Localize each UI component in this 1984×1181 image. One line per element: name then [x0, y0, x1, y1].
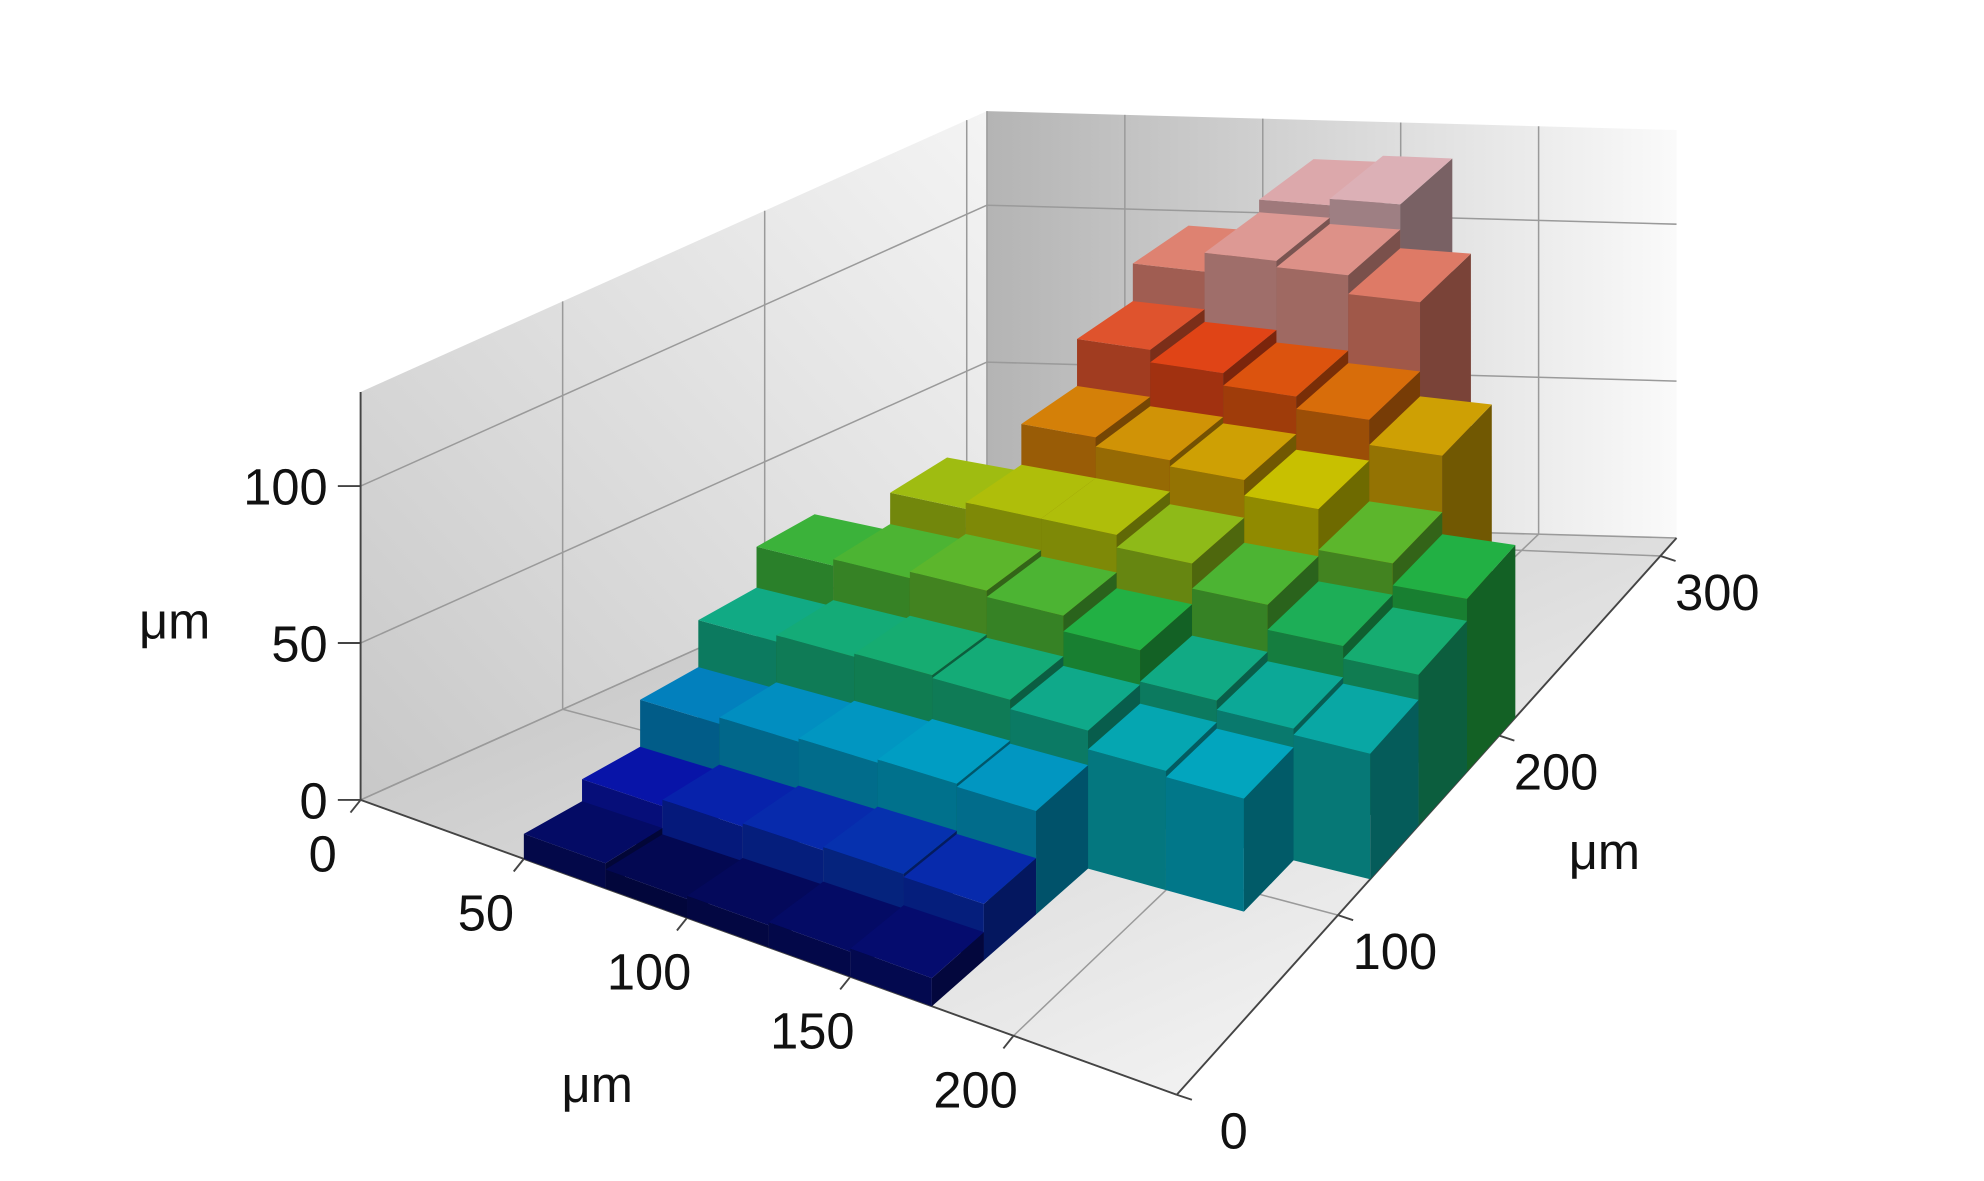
cell-side	[1466, 544, 1516, 772]
tick-mark	[1498, 734, 1515, 742]
cell-front	[1293, 734, 1371, 880]
cell-top	[854, 615, 987, 676]
cell-top	[909, 533, 1042, 591]
cell-front	[1165, 777, 1244, 912]
cell-top	[1276, 223, 1401, 276]
cell-top	[890, 457, 1022, 509]
cell-side	[1243, 747, 1294, 912]
y-tick-label: 100	[1353, 923, 1437, 980]
cell-top	[1204, 212, 1330, 261]
cell-top	[1348, 248, 1471, 303]
cell-top	[932, 637, 1064, 700]
tick-mark	[676, 917, 688, 932]
cell-top	[1041, 478, 1170, 535]
cell-top	[1392, 534, 1516, 599]
cell-top	[986, 556, 1117, 616]
z-tick-label: 50	[271, 615, 327, 672]
cell-top	[833, 524, 966, 579]
tick-mark	[1660, 555, 1676, 562]
cell-front	[687, 895, 769, 948]
cell-top	[1150, 321, 1277, 374]
cell-top	[1063, 588, 1193, 651]
cell-side	[1036, 765, 1089, 915]
surface-cell	[1293, 683, 1419, 880]
cell-side	[983, 858, 1037, 961]
cell-top	[698, 587, 834, 642]
cell-top	[1329, 155, 1453, 205]
labels: μm μm μm 0 50 100 150 200 0 100 200 300 0 50 100	[139, 459, 1760, 1160]
cell-top	[1021, 386, 1151, 438]
y-axis	[1176, 537, 1678, 1096]
z-tick-label: 100	[243, 459, 327, 516]
cell-top	[776, 600, 910, 657]
cell-front	[605, 869, 688, 918]
grid-line	[360, 361, 988, 644]
cell-front	[1088, 749, 1166, 891]
y-tick-label: 200	[1514, 743, 1598, 800]
cell-top	[823, 806, 957, 874]
cell-top	[756, 514, 891, 566]
cell-top	[1369, 396, 1492, 456]
cell-top	[1343, 607, 1467, 675]
cell-front	[850, 948, 932, 1007]
tick-mark	[1002, 1035, 1015, 1050]
cell-side	[931, 932, 984, 1007]
cell-top	[1259, 159, 1383, 206]
left-wall	[360, 111, 987, 800]
z-axis-title: μm	[139, 593, 210, 650]
y-tick-label: 0	[1220, 1103, 1248, 1160]
x-tick-label: 150	[770, 1002, 854, 1059]
cell-top	[1116, 504, 1245, 564]
cell-top	[1088, 703, 1217, 771]
cell-top	[877, 719, 1011, 784]
tick-mark	[512, 858, 525, 873]
cell-top	[1169, 423, 1297, 481]
cell-side	[1370, 699, 1419, 880]
surface-cell	[850, 905, 984, 1007]
tick-mark	[1337, 914, 1354, 922]
cell-top	[1267, 581, 1393, 647]
cell-front	[523, 833, 606, 889]
cell-top	[965, 464, 1096, 519]
cell-top	[956, 743, 1089, 812]
cell-top	[1010, 665, 1141, 731]
cell-top	[1244, 449, 1370, 510]
tick-mark	[839, 976, 852, 991]
y-axis-title: μm	[1569, 823, 1640, 880]
cell-top	[1165, 728, 1294, 799]
x-tick-label: 0	[309, 825, 337, 882]
z-tick-label: 0	[300, 772, 328, 829]
x-tick-label: 50	[458, 884, 514, 941]
cell-top	[903, 833, 1037, 904]
x-axis-title: μm	[562, 1056, 633, 1113]
cell-top	[1192, 542, 1319, 605]
cell-front	[768, 922, 851, 977]
cell-top	[1216, 661, 1344, 729]
grid-line	[360, 204, 988, 487]
cell-top	[850, 905, 984, 979]
cell-top	[1095, 406, 1224, 461]
y-tick-label: 300	[1675, 564, 1759, 621]
cell-top	[719, 682, 855, 742]
x-tick-label: 200	[933, 1061, 1017, 1118]
cell-top	[523, 801, 663, 864]
cell-top	[1077, 301, 1205, 350]
cell-top	[1293, 683, 1419, 754]
cell-side	[1418, 620, 1467, 826]
tick-mark	[1176, 1093, 1193, 1101]
cell-top	[1223, 342, 1349, 397]
cell-top	[798, 700, 933, 763]
cell-top	[1140, 635, 1268, 701]
tick-mark	[349, 799, 362, 814]
surface	[523, 155, 1516, 1007]
surface-cell	[1165, 728, 1294, 912]
cell-top	[1318, 501, 1443, 564]
x-tick-label: 100	[607, 943, 691, 1000]
cell-top	[1296, 363, 1421, 420]
